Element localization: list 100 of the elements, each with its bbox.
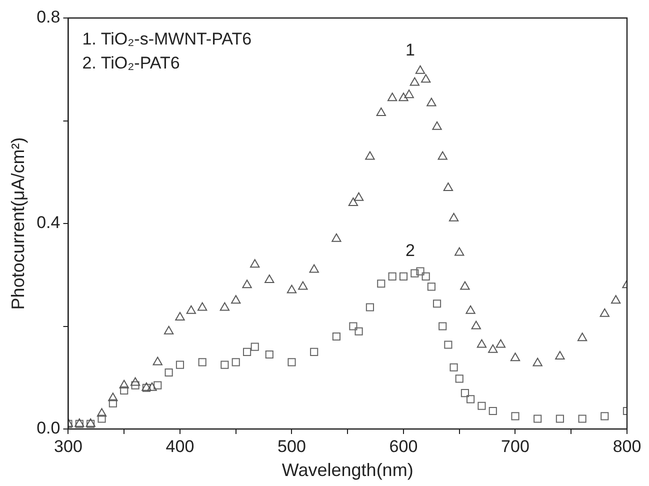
point: [450, 363, 458, 372]
point: [250, 259, 260, 268]
point: [410, 269, 419, 278]
point: [232, 358, 240, 366]
point: [454, 247, 464, 256]
point: [366, 303, 374, 312]
point: [242, 280, 252, 288]
x-tick-label: 600: [389, 436, 418, 456]
point: [348, 197, 358, 206]
y-tick-label: 0.0: [36, 418, 60, 438]
point: [354, 192, 364, 201]
point: [152, 356, 162, 366]
point: [220, 302, 230, 311]
point: [164, 326, 174, 334]
point: [466, 305, 476, 314]
point: [108, 392, 118, 402]
point: [460, 389, 469, 398]
point: [466, 395, 475, 404]
point: [488, 406, 497, 416]
point: [309, 264, 319, 273]
y-tick-label: 0.4: [36, 213, 60, 232]
point: [231, 295, 241, 304]
annotation: 2. TiO₂-PAT6: [82, 54, 180, 73]
x-axis-title: Wavelength(nm): [282, 460, 414, 480]
point: [448, 212, 459, 222]
point: [388, 272, 396, 280]
point: [198, 302, 208, 311]
point: [426, 98, 436, 106]
series-label: 2: [406, 240, 415, 260]
point: [600, 308, 610, 317]
point: [460, 281, 470, 290]
point: [478, 402, 486, 410]
point: [444, 340, 452, 349]
point: [376, 108, 386, 116]
point: [438, 151, 448, 160]
point: [264, 274, 274, 284]
point: [578, 414, 586, 423]
point: [532, 358, 542, 366]
point: [555, 351, 565, 360]
point: [186, 305, 196, 314]
x-tick-label: 400: [166, 436, 194, 456]
point: [404, 90, 414, 98]
point: [471, 320, 481, 330]
x-tick-label: 800: [612, 436, 642, 456]
x-tick-label: 300: [54, 436, 82, 456]
point: [488, 344, 498, 353]
point: [387, 92, 398, 102]
point: [365, 151, 375, 160]
point: [377, 280, 386, 288]
point: [534, 414, 542, 423]
x-tick-label: 700: [501, 436, 530, 456]
point: [410, 77, 420, 86]
point: [265, 350, 274, 359]
annotation: 1. TiO₂-s-MWNT-PAT6: [82, 30, 252, 49]
y-tick-label: 0.8: [36, 8, 60, 27]
point: [443, 182, 454, 192]
point: [131, 381, 140, 390]
point: [510, 352, 520, 362]
point: [147, 382, 157, 391]
point: [416, 267, 424, 276]
point: [120, 386, 128, 395]
point: [600, 412, 609, 420]
point: [455, 374, 464, 383]
point: [176, 360, 184, 369]
point: [427, 282, 436, 291]
point: [96, 408, 107, 417]
point: [556, 414, 564, 423]
point: [415, 65, 426, 74]
point: [175, 312, 185, 321]
point: [399, 272, 408, 280]
point: [286, 284, 297, 294]
point: [511, 412, 520, 420]
point: [476, 339, 487, 348]
point: [198, 358, 206, 366]
point: [98, 414, 106, 423]
point: [243, 348, 252, 356]
point: [496, 339, 506, 348]
point: [130, 377, 140, 386]
point: [288, 358, 296, 366]
point: [108, 399, 117, 408]
point: [349, 322, 358, 330]
point: [220, 360, 229, 369]
x-tick-label: 500: [278, 436, 306, 456]
point: [432, 121, 442, 130]
point: [332, 233, 342, 242]
point: [422, 272, 430, 280]
point: [354, 327, 363, 336]
point: [398, 92, 408, 102]
point: [310, 348, 318, 356]
point: [432, 300, 442, 308]
series-label: 1: [406, 40, 415, 60]
point: [298, 281, 308, 290]
point: [577, 332, 588, 342]
point: [164, 368, 173, 377]
point: [119, 380, 129, 388]
y-axis-title: Photocurrent(μA/cm²): [8, 137, 28, 310]
point: [421, 74, 431, 83]
point: [610, 295, 621, 304]
point: [154, 381, 162, 390]
point: [438, 322, 447, 330]
